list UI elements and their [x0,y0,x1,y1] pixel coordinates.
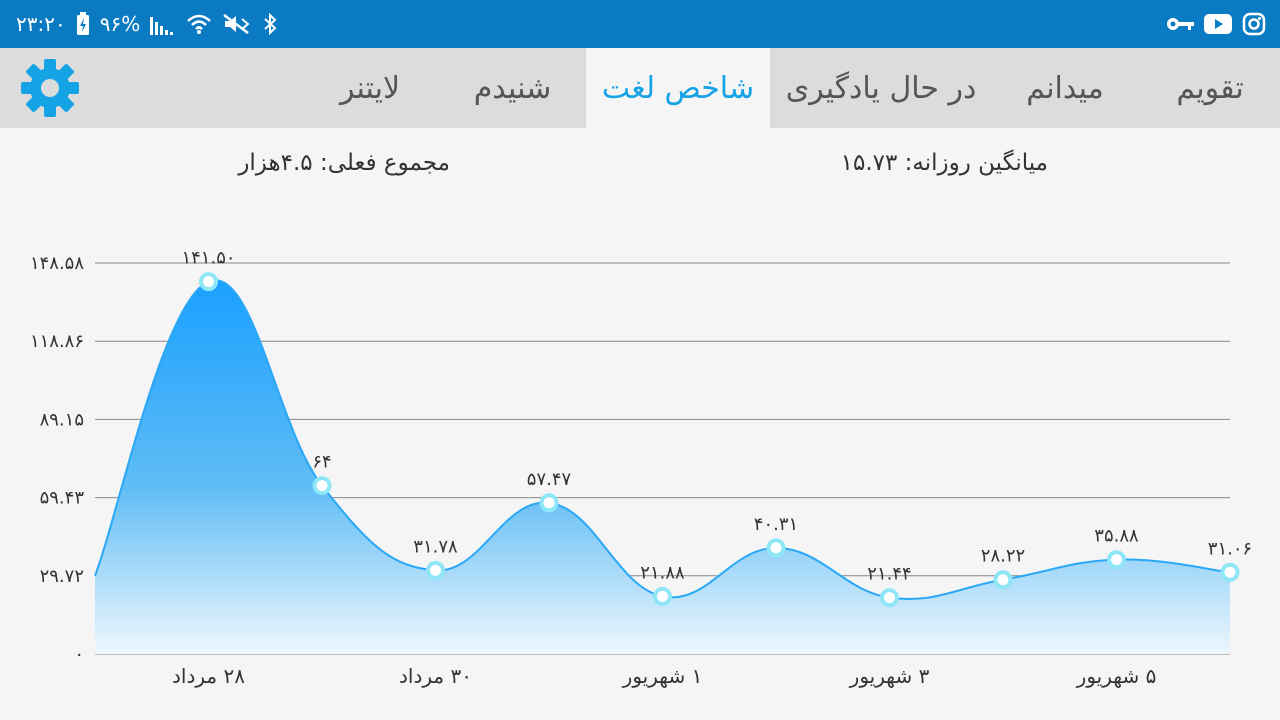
tab-leitner[interactable]: لایتنر [339,70,401,106]
battery-percent: ۹۶% [99,12,141,36]
wifi-icon [186,13,212,35]
signal-icon [150,13,176,35]
x-tick-label: ۵ شهریور [1076,664,1157,688]
data-point [199,272,218,292]
word-index-chart: ۰ ۲۹.۷۲ ۵۹.۴۳ ۸۹.۱۵ ۱۱۸.۸۶ ۱۴۸.۵۸ ۱۴۱.۵۰ ۶۴ ۳۱.۷… [30,248,1252,688]
y-tick-label: ۵۹.۴۳ [40,488,85,509]
data-point [539,493,559,513]
tab-bar: تقویم میدانم در حال یادگیری شاخص لغت شنی… [0,48,1280,128]
youtube-icon [1204,14,1232,34]
data-point [312,476,332,496]
data-label: ۱۴۱.۵۰ [181,248,235,269]
y-tick-label: ۸۹.۱۵ [40,409,84,430]
data-point [766,538,786,558]
data-point [653,586,672,606]
tab-known[interactable]: میدانم [1026,70,1104,106]
settings-button[interactable] [18,56,82,120]
data-label: ۳۱.۷۸ [413,536,458,557]
x-tick-label: ۳ شهریور [849,664,930,688]
bluetooth-icon [262,12,278,36]
data-label: ۳۱.۰۶ [1208,538,1252,559]
key-icon [1166,16,1194,32]
total-stat: مجموع فعلی: ۴.۵هزار [238,150,450,176]
data-label: ۲۱.۴۴ [867,564,911,585]
status-bar: ۲۳:۲۰ ۹۶% [0,0,1280,48]
mute-icon [222,13,252,35]
gear-icon [21,59,79,117]
data-label: ۴۰.۳۱ [754,514,798,535]
data-label: ۲۸.۲۲ [981,546,1025,567]
daily-average-stat: میانگین روزانه: ۱۵.۷۳ [840,150,1048,176]
y-tick-label: ۱۴۸.۵۸ [30,253,84,274]
instagram-icon [1242,12,1266,36]
data-point [993,570,1013,590]
data-point [426,560,445,580]
y-tick-label: ۲۹.۷۲ [40,566,84,587]
tab-learning[interactable]: در حال یادگیری [785,70,977,106]
tab-heard[interactable]: شنیدم [473,70,552,106]
tab-word-index[interactable]: شاخص لغت [586,48,770,128]
data-point [1220,562,1240,582]
data-label: ۳۵.۸۸ [1094,526,1139,547]
status-bar-right [1166,0,1266,48]
status-bar-left: ۲۳:۲۰ ۹۶% [16,0,278,48]
data-point [880,588,899,608]
y-tick-label: ۱۱۸.۸۶ [30,331,84,352]
battery-charging-icon [76,12,90,36]
data-point [1107,550,1126,570]
data-label: ۲۱.۸۸ [640,562,685,583]
x-tick-label: ۱ شهریور [622,664,703,688]
area-fill [95,280,1230,654]
y-tick-label: ۰ [74,644,84,665]
data-label: ۶۴ [312,452,331,473]
x-tick-label: ۳۰ مرداد [399,664,472,688]
tab-calendar[interactable]: تقویم [1176,70,1244,106]
x-tick-label: ۲۸ مرداد [172,664,245,688]
clock: ۲۳:۲۰ [16,12,66,36]
data-label: ۵۷.۴۷ [527,469,572,490]
